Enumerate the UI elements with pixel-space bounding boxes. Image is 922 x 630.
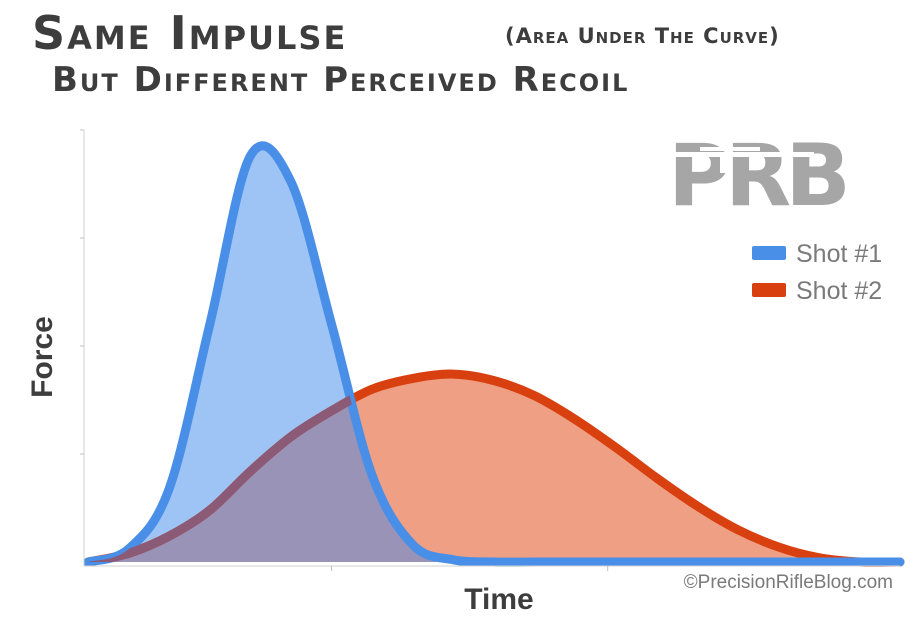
legend: Shot #1 Shot #2: [752, 240, 882, 305]
prb-logo-text: PRB: [668, 126, 845, 226]
prb-logo: PRB: [664, 126, 851, 226]
plot-lines: [83, 141, 905, 567]
legend-swatch-shot-1: [752, 246, 786, 260]
rifle-icon: [664, 147, 814, 173]
line-shot-1: [83, 141, 905, 567]
legend-label-shot-2: Shot #2: [796, 277, 882, 305]
plot-fills: [88, 145, 900, 563]
chart-subtitle: But Different Perceived Recoil: [52, 60, 630, 100]
title-paren: (Area Under The Curve): [505, 24, 780, 48]
copyright-text: ©PrecisionRifleBlog.com: [684, 572, 893, 593]
legend-swatch-shot-2: [752, 283, 786, 297]
y-axis-label: Force: [26, 316, 59, 398]
legend-label-shot-1: Shot #1: [796, 240, 882, 268]
axes: [80, 129, 900, 571]
title-main: Same Impulse: [32, 6, 348, 60]
x-axis-label: Time: [464, 583, 533, 616]
